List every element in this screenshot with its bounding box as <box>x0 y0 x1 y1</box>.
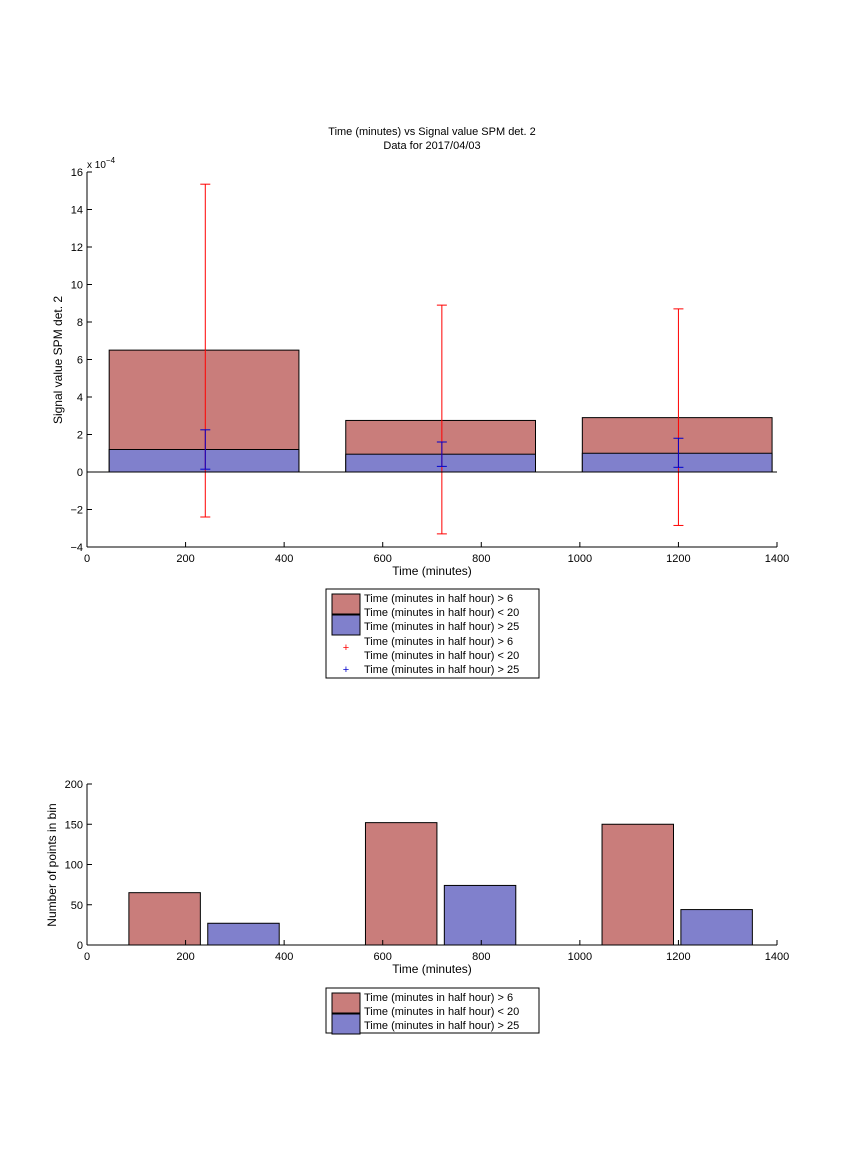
bottom-legend-red-patch <box>331 992 361 1014</box>
top-chart: Time (minutes) vs Signal value SPM det. … <box>51 126 789 578</box>
bottom-x-tick-label: 400 <box>275 951 293 963</box>
bottom-x-axis-label: Time (minutes) <box>392 962 472 976</box>
top-legend-red-marker: + <box>343 642 349 654</box>
top-x-tick-label: 600 <box>374 553 392 565</box>
top-legend-label: Time (minutes in half hour) < 20 <box>364 650 519 662</box>
top-y-tick-label: 4 <box>77 392 83 404</box>
top-bar-blue <box>108 449 300 473</box>
bottom-legend-blue-patch <box>331 1013 361 1035</box>
bottom-y-tick-label: 100 <box>65 860 83 872</box>
top-legend-label: Time (minutes in half hour) > 6 <box>364 636 513 648</box>
top-legend-box <box>325 588 540 679</box>
top-legend-blue-patch <box>331 614 361 636</box>
top-y-tick-label: 10 <box>71 280 83 292</box>
bottom-y-tick-label: 150 <box>65 819 83 831</box>
bottom-x-tick-label: 800 <box>472 951 490 963</box>
bottom-bar-red <box>128 892 201 946</box>
bottom-x-tick-label: 1200 <box>666 951 690 963</box>
top-legend-label: Time (minutes in half hour) > 6 <box>364 593 513 605</box>
bottom-y-axis-label: Number of points in bin <box>45 803 59 926</box>
top-legend-label: Time (minutes in half hour) < 20 <box>364 607 519 619</box>
bottom-x-tick-label: 0 <box>84 951 90 963</box>
top-y-tick-label: 8 <box>77 317 83 329</box>
top-chart-title: Time (minutes) vs Signal value SPM det. … <box>328 126 535 138</box>
top-y-tick-label: 0 <box>77 467 83 479</box>
bottom-bar-blue <box>207 922 280 946</box>
bottom-x-tick-label: 1000 <box>568 951 592 963</box>
top-y-tick-label: 16 <box>71 167 83 179</box>
top-y-exponent-power: −4 <box>106 156 116 165</box>
top-legend-blue-marker: + <box>343 664 349 676</box>
top-y-tick-label: −2 <box>70 505 83 517</box>
bottom-legend-label: Time (minutes in half hour) > 6 <box>364 992 513 1004</box>
top-legend-red-patch <box>331 593 361 615</box>
top-bar-blue <box>581 452 773 473</box>
bottom-bar-blue <box>680 909 753 946</box>
top-y-tick-label: 14 <box>71 205 83 217</box>
bottom-bar-blue <box>443 884 517 946</box>
top-y-exponent-base: x 10 <box>87 160 106 171</box>
bottom-legend-label: Time (minutes in half hour) > 25 <box>364 1020 519 1032</box>
bottom-bar-red <box>364 822 438 946</box>
bottom-y-tick-label: 200 <box>65 779 83 791</box>
top-y-tick-label: 2 <box>77 430 83 442</box>
top-x-tick-label: 1400 <box>765 553 789 565</box>
bottom-y-tick-label: 0 <box>77 940 83 952</box>
bottom-x-tick-label: 600 <box>374 951 392 963</box>
top-y-tick-label: −4 <box>70 542 83 554</box>
top-bar-blue <box>345 453 536 473</box>
bottom-legend-label: Time (minutes in half hour) < 20 <box>364 1006 519 1018</box>
top-x-tick-label: 200 <box>176 553 194 565</box>
bottom-plot-area: 0 200 400 600 800 1000 1200 1400 0 50 100 150 200 <box>65 779 790 963</box>
bottom-x-tick-label: 1400 <box>765 951 789 963</box>
bottom-y-tick-label: 50 <box>71 900 83 912</box>
bottom-legend: Time (minutes in half hour) > 6 Time (mi… <box>325 987 540 1035</box>
top-x-tick-label: 0 <box>84 553 90 565</box>
top-legend-label: Time (minutes in half hour) > 25 <box>364 664 519 676</box>
top-y-tick-label: 12 <box>71 242 83 254</box>
bottom-legend-box <box>325 987 540 1034</box>
top-legend-label: Time (minutes in half hour) > 25 <box>364 621 519 633</box>
top-legend: + + Time (minutes in half hour) > 6 Time… <box>325 588 540 679</box>
bottom-chart: 0 200 400 600 800 1000 1200 1400 0 50 100 150 200 Ti… <box>45 779 789 976</box>
top-x-tick-label: 1000 <box>568 553 592 565</box>
top-plot-area: 0 200 400 600 800 1000 1200 1400 −4 −2 0 2 4 6 8 10 12 14… <box>70 167 789 565</box>
top-x-tick-label: 1200 <box>666 553 690 565</box>
top-x-axis-label: Time (minutes) <box>392 564 472 578</box>
top-y-exponent: x 10−4 <box>87 156 116 171</box>
bottom-x-tick-label: 200 <box>176 951 194 963</box>
top-y-axis-label: Signal value SPM det. 2 <box>51 296 65 424</box>
top-x-tick-label: 800 <box>472 553 490 565</box>
bottom-bar-red <box>601 823 674 946</box>
top-y-tick-label: 6 <box>77 355 83 367</box>
top-x-tick-label: 400 <box>275 553 293 565</box>
top-chart-subtitle: Data for 2017/04/03 <box>383 140 480 152</box>
